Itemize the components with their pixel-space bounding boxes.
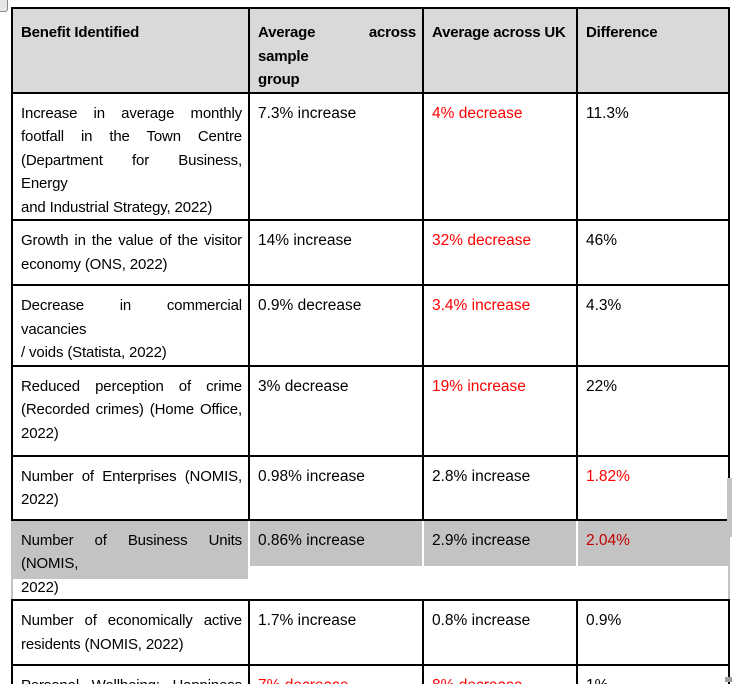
benefit-line: Increase in average monthly (21, 104, 242, 122)
cell-difference-value[interactable]: 1% (576, 664, 730, 684)
cell-benefit[interactable]: Reduced perception of crime (Recorded cr… (11, 364, 250, 457)
cell-benefit[interactable]: Number of economically active residents … (11, 599, 250, 666)
sample-value: 14% increase (258, 232, 352, 249)
uk-value: 2.9% increase (432, 531, 531, 549)
header-label: Average across sample (258, 24, 416, 65)
benefit-line: Growth in the value of the visitor (21, 232, 242, 249)
cell-difference-value[interactable]: 4.3% (576, 284, 730, 367)
selection-highlight-overflow (727, 478, 732, 537)
cell-benefit[interactable]: Personal Wellbeing: Happiness Rating (ON… (11, 664, 250, 684)
uk-value: 4% decrease (432, 104, 523, 122)
cell-benefit[interactable]: Decrease in commercial vacancies / voids… (11, 284, 250, 367)
scroll-handle-fragment[interactable] (0, 0, 8, 12)
cell-difference-value[interactable]: 22% (576, 364, 730, 457)
cell-benefit[interactable]: Increase in average monthly footfall in … (11, 91, 250, 221)
table-row-crime: Reduced perception of crime (Recorded cr… (11, 364, 730, 457)
cell-benefit[interactable]: Number of Enterprises (NOMIS, 2022) (11, 454, 250, 521)
difference-value: 46% (586, 232, 618, 249)
table-row-economically-active: Number of economically active residents … (11, 599, 730, 666)
sample-value: 0.9% decrease (258, 297, 362, 314)
cell-sample-value[interactable]: 7% decrease (248, 664, 424, 684)
cell-sample-value[interactable]: 0.9% decrease (248, 284, 424, 367)
uk-value: 0.8% increase (432, 612, 531, 629)
cell-uk-value[interactable]: 2.9% increase (422, 518, 578, 601)
cell-uk-value[interactable]: 4% decrease (422, 91, 578, 221)
table-row-visitor-economy: Growth in the value of the visitor econo… (11, 219, 730, 286)
benefit-line: Personal Wellbeing: Happiness (21, 674, 242, 684)
uk-value: 2.8% increase (432, 467, 531, 485)
cell-benefit[interactable]: Growth in the value of the visitor econo… (11, 219, 250, 286)
table-row-enterprises: Number of Enterprises (NOMIS, 2022) 0.98… (11, 454, 730, 521)
difference-value: 4.3% (586, 297, 622, 314)
header-difference[interactable]: Difference (576, 7, 730, 94)
uk-value: 32% decrease (432, 232, 532, 249)
sample-value: 1.7% increase (258, 612, 357, 629)
sample-value: 0.98% increase (258, 467, 365, 485)
benefit-line: residents (NOMIS, 2022) (21, 635, 184, 653)
header-label: group (258, 71, 300, 88)
header-row: Benefit Identified Average across sample… (11, 7, 730, 94)
header-benefit-identified[interactable]: Benefit Identified (11, 7, 250, 94)
cell-benefit[interactable]: Number of Business Units (NOMIS, 2022) (11, 518, 250, 601)
table-resize-handle[interactable] (725, 677, 732, 682)
cell-difference-value[interactable]: 1.82% (576, 454, 730, 521)
cell-sample-value[interactable]: 1.7% increase (248, 599, 424, 666)
header-label: Average across UK (432, 24, 566, 41)
uk-value: 3.4% increase (432, 297, 531, 314)
benefit-line: Reduced perception of crime (21, 377, 242, 395)
difference-value: 1.82% (586, 467, 630, 485)
table-row-footfall: Increase in average monthly footfall in … (11, 91, 730, 221)
cell-uk-value[interactable]: 32% decrease (422, 219, 578, 286)
cell-sample-value[interactable]: 14% increase (248, 219, 424, 286)
benefit-line: / voids (Statista, 2022) (21, 344, 167, 361)
benefit-line: 2022) (21, 578, 59, 596)
cell-uk-value[interactable]: 2.8% increase (422, 454, 578, 521)
benefit-line: 2022) (21, 491, 59, 508)
uk-value: 8% decrease (432, 677, 522, 684)
cell-sample-value[interactable]: 0.98% increase (248, 454, 424, 521)
header-label: Difference (586, 24, 658, 41)
cell-difference-value[interactable]: 2.04% (576, 518, 730, 601)
benefit-line: footfall in the Town Centre (21, 128, 242, 145)
benefit-line: economy (ONS, 2022) (21, 255, 168, 273)
difference-value: 22% (586, 377, 618, 395)
benefit-line: Number of Enterprises (NOMIS, (21, 467, 242, 485)
table-row-vacancies: Decrease in commercial vacancies / voids… (11, 284, 730, 367)
benefit-line: Number of economically active (21, 612, 242, 629)
table-row-wellbeing: Personal Wellbeing: Happiness Rating (ON… (11, 664, 730, 684)
sample-value: 7.3% increase (258, 104, 357, 122)
benefits-table: Benefit Identified Average across sample… (11, 7, 730, 684)
uk-value: 19% increase (432, 377, 526, 395)
benefit-line: (Recorded crimes) (Home Office, (21, 401, 242, 418)
sample-value: 3% decrease (258, 377, 349, 395)
cell-difference-value[interactable]: 46% (576, 219, 730, 286)
header-average-uk[interactable]: Average across UK (422, 7, 578, 94)
cell-uk-value[interactable]: 19% increase (422, 364, 578, 457)
cell-sample-value[interactable]: 0.86% increase (248, 518, 424, 601)
cell-sample-value[interactable]: 3% decrease (248, 364, 424, 457)
cell-sample-value[interactable]: 7.3% increase (248, 91, 424, 221)
difference-value: 1% (586, 677, 608, 684)
sample-value: 0.86% increase (258, 531, 365, 549)
table-row-business-units-selected: Number of Business Units (NOMIS, 2022) 0… (11, 518, 730, 601)
benefit-line: and Industrial Strategy, 2022) (21, 198, 213, 216)
cell-uk-value[interactable]: 0.8% increase (422, 599, 578, 666)
benefit-line: Decrease in commercial vacancies (21, 297, 242, 338)
benefit-line: (Department for Business, Energy (21, 151, 242, 193)
cell-uk-value[interactable]: 8% decrease (422, 664, 578, 684)
benefit-line: 2022) (21, 424, 59, 442)
header-average-sample-group[interactable]: Average across sample group (248, 7, 424, 94)
difference-value: 2.04% (586, 531, 630, 549)
header-label: Benefit Identified (21, 24, 140, 41)
cell-difference-value[interactable]: 11.3% (576, 91, 730, 221)
cell-difference-value[interactable]: 0.9% (576, 599, 730, 666)
sample-value: 7% decrease (258, 677, 348, 684)
difference-value: 0.9% (586, 612, 622, 629)
benefit-line: Number of Business Units (NOMIS, (21, 531, 242, 573)
difference-value: 11.3% (586, 104, 629, 122)
cell-uk-value[interactable]: 3.4% increase (422, 284, 578, 367)
